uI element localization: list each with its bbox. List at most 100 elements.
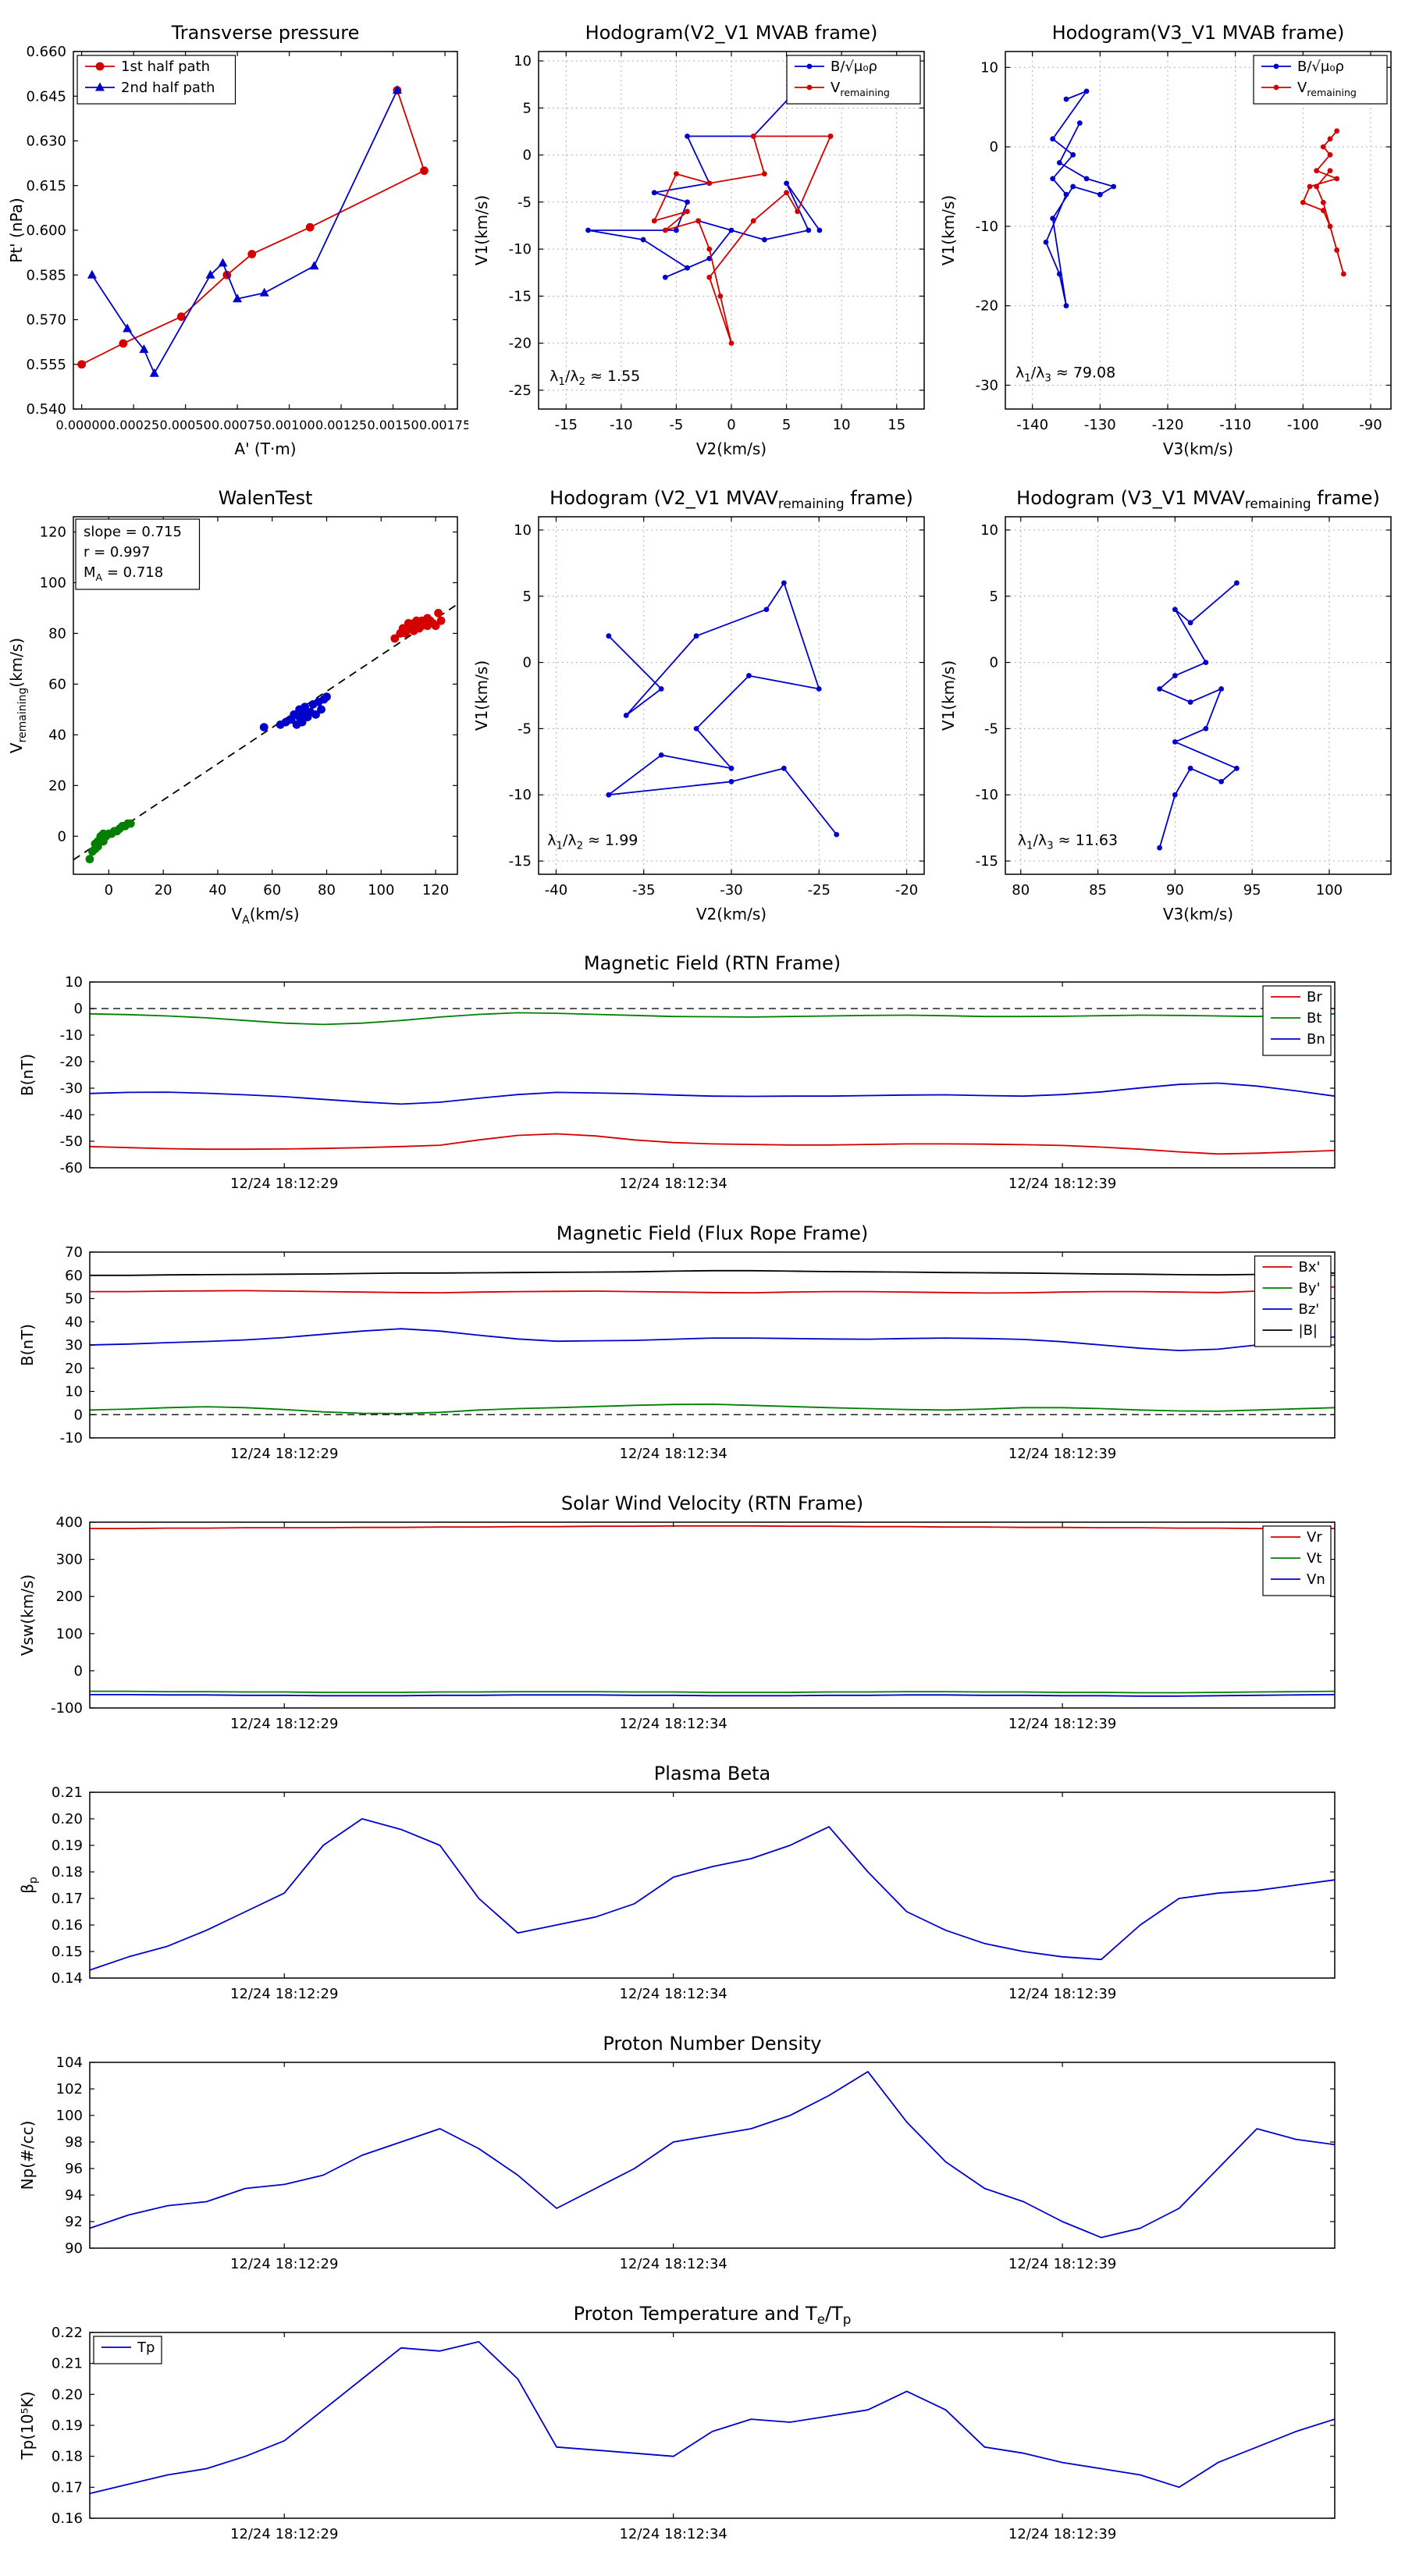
xtick-label: 100 <box>368 882 394 898</box>
legend-label: Vn <box>1307 1571 1325 1588</box>
ytick-label: 10 <box>65 974 83 991</box>
marker-dot <box>827 133 834 139</box>
marker-dot <box>1111 183 1117 190</box>
series-Np <box>90 2071 1335 2239</box>
chart-solar-wind-velocity: 12/24 18:12:29 12/24 18:12:34 12/24 18:12:… <box>16 1486 1391 1753</box>
xtick-label: 5 <box>782 417 791 433</box>
xtick-label: 0.00025 <box>108 418 159 432</box>
legend-label: B/√μ₀ρ <box>1297 59 1344 75</box>
xtick-label: 12/24 18:12:29 <box>230 2256 338 2272</box>
ytick-label: -15 <box>509 853 532 870</box>
xtick-label: -140 <box>1016 417 1048 433</box>
marker-dot <box>1157 686 1162 692</box>
y-axis-label: Vremaining(km/s) <box>7 638 29 753</box>
series-Br <box>90 1133 1335 1155</box>
xtick-label: 0.00075 <box>212 418 263 432</box>
marker-dot <box>816 227 823 233</box>
series-V_remaining <box>1158 582 1238 849</box>
marker-dot <box>606 792 612 798</box>
marker-dot <box>1063 96 1069 102</box>
magnetic-field-rtn-svg: 12/24 18:12:29 12/24 18:12:34 12/24 18:12:… <box>18 952 1336 1192</box>
ytick-label: -60 <box>60 1160 83 1176</box>
marker-dot <box>1327 168 1333 174</box>
hodogram-v3v1-mvav-series-group <box>1157 580 1240 851</box>
proton-number-density-series-group <box>90 2071 1335 2239</box>
marker-dot <box>706 246 713 252</box>
chart-hodogram-v2v1-mvav: -40 -35 -30 -25 -20 -15 -10 -5 0 5 10 Hodogram (V2_… <box>470 478 935 937</box>
xtick-label: 12/24 18:12:29 <box>230 1716 338 1732</box>
xtick-label: 0.00175 <box>419 418 468 432</box>
marker-dot <box>746 673 752 678</box>
annotation: λ1/λ2 ≈ 1.55 <box>550 368 640 388</box>
ytick-label: 0 <box>74 1001 83 1017</box>
ytick-label: 0.540 <box>26 401 66 418</box>
marker-circle <box>322 692 331 702</box>
marker-dot <box>750 133 756 139</box>
hodogram-v2v1-mvav-svg: -40 -35 -30 -25 -20 -15 -10 -5 0 5 10 Hodogram (V2_… <box>472 487 925 923</box>
ytick-label: 0.16 <box>52 2510 83 2527</box>
xtick-label: 12/24 18:12:34 <box>619 1446 727 1462</box>
marker-dot <box>1340 271 1346 277</box>
marker-circle <box>434 609 443 617</box>
ytick-label: -10 <box>509 241 532 258</box>
marker-dot <box>658 686 664 692</box>
ytick-label: -10 <box>60 1430 83 1446</box>
marker-dot <box>693 726 699 731</box>
marker-dot <box>1050 176 1056 182</box>
marker-dot <box>1314 183 1320 190</box>
marker-dot <box>1056 271 1062 277</box>
ytick-label: 0 <box>74 1407 83 1423</box>
ytick-label: 30 <box>65 1337 83 1354</box>
plot-border <box>89 981 1336 1169</box>
ytick-label: 20 <box>48 777 66 794</box>
hodogram-v3v1-mvab-series-group <box>1043 88 1346 309</box>
legend-label: |B| <box>1299 1322 1318 1339</box>
marker-dot <box>1234 765 1240 771</box>
marker-dot <box>1327 151 1333 158</box>
xtick-label: 0 <box>105 882 113 898</box>
x-axis-label: V2(km/s) <box>696 905 767 923</box>
marker-dot <box>685 199 690 205</box>
ytick-label: 0.19 <box>52 1838 83 1854</box>
ytick-label: 0.600 <box>26 222 66 239</box>
annotation: λ1/λ3 ≈ 79.08 <box>1016 364 1115 384</box>
chart-title: Solar Wind Velocity (RTN Frame) <box>561 1493 863 1514</box>
marker-circle <box>85 855 94 863</box>
marker-dot <box>1056 160 1062 165</box>
marker-dot <box>1157 845 1162 851</box>
marker-dot <box>640 237 646 243</box>
xtick-label: 0 <box>727 417 735 433</box>
marker-dot <box>1172 792 1178 798</box>
y-axis-label: B(nT) <box>18 1324 37 1366</box>
ytick-label: 5 <box>523 589 532 605</box>
ytick-label: 5 <box>990 589 998 605</box>
xtick-label: -5 <box>669 417 683 433</box>
chart-walen-test: 0 20 40 60 80 100 120 0 20 40 60 80 100 120 WalenTest V… <box>5 478 468 937</box>
xtick-label: -20 <box>895 882 918 898</box>
xtick-label: 0.00125 <box>315 418 367 432</box>
transverse-pressure-series-group <box>77 85 429 377</box>
marker-dot <box>761 171 767 177</box>
ytick-label: 0.630 <box>26 133 66 150</box>
ytick-label: 50 <box>65 1291 83 1308</box>
legend-label: Vremaining <box>1297 80 1357 98</box>
marker-dot <box>1327 136 1333 142</box>
marker-dot <box>1076 120 1083 126</box>
marker-dot <box>695 218 702 224</box>
plot-border <box>73 516 458 875</box>
y-axis-label: Pt' (nPa) <box>7 197 26 262</box>
ytick-label: 0.17 <box>52 2479 83 2496</box>
marker-dot <box>1063 191 1069 197</box>
ytick-label: 94 <box>65 2187 83 2204</box>
ytick-label: -100 <box>51 1700 83 1717</box>
marker-dot <box>1334 247 1340 253</box>
ytick-label: 0 <box>990 655 998 671</box>
ytick-label: 0 <box>523 148 532 164</box>
marker-dot <box>728 340 735 347</box>
series-beta_p <box>90 1818 1335 1971</box>
marker-dot <box>763 607 770 613</box>
ytick-label: 40 <box>48 727 66 743</box>
marker-dot <box>781 580 787 586</box>
chart-title: Plasma Beta <box>654 1763 770 1784</box>
chart-magnetic-field-rtn: 12/24 18:12:29 12/24 18:12:34 12/24 18:12:… <box>16 946 1391 1213</box>
